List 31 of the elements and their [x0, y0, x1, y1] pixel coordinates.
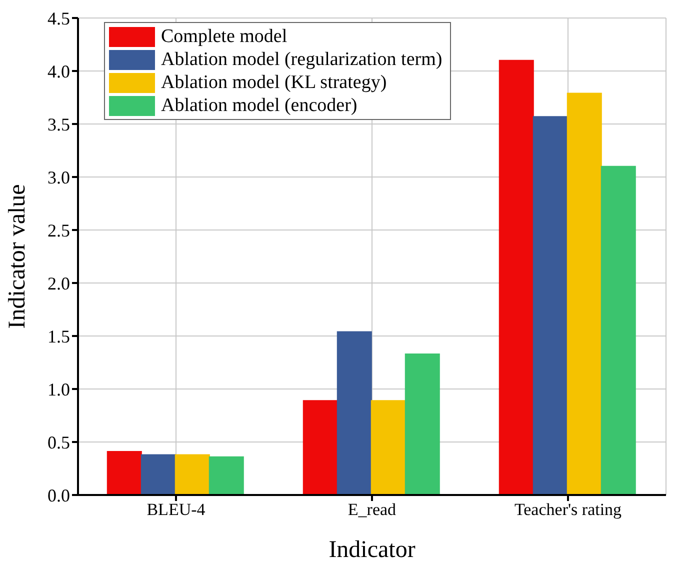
bar [370, 400, 406, 495]
y-tick-label: 1.5 [48, 326, 70, 346]
bar [532, 116, 568, 495]
x-tick-label: Teacher's rating [514, 500, 622, 520]
y-tick-label: 4.0 [48, 61, 70, 82]
x-tick-label: BLEU-4 [146, 500, 206, 520]
y-tick-label: 1.0 [48, 379, 70, 400]
bar [174, 454, 210, 495]
y-tick-label: 4.5 [48, 8, 70, 28]
bar [106, 451, 142, 495]
bar [208, 456, 244, 495]
x-axis-title: Indicator [328, 537, 416, 563]
bar [140, 454, 176, 495]
y-tick-label: 0.5 [48, 432, 70, 452]
y-tick-label: 3.5 [48, 114, 70, 134]
bar [404, 354, 440, 495]
y-tick-label: 3.0 [48, 167, 70, 188]
bar [498, 60, 534, 495]
legend-label: Complete model [161, 25, 288, 48]
legend-label: Ablation model (regularization term) [161, 48, 442, 71]
legend-label: Ablation model (KL strategy) [161, 71, 387, 94]
x-tick-label: E_read [348, 500, 397, 520]
y-tick-label: 0.0 [48, 485, 70, 506]
bar [600, 166, 636, 495]
legend-label: Ablation model (encoder) [161, 94, 358, 117]
bar [302, 400, 338, 495]
bar [336, 331, 372, 495]
y-tick-label: 2.0 [48, 273, 70, 294]
y-axis-title: Indicator value [4, 184, 31, 329]
bar [566, 92, 602, 495]
y-tick-label: 2.5 [48, 220, 70, 240]
